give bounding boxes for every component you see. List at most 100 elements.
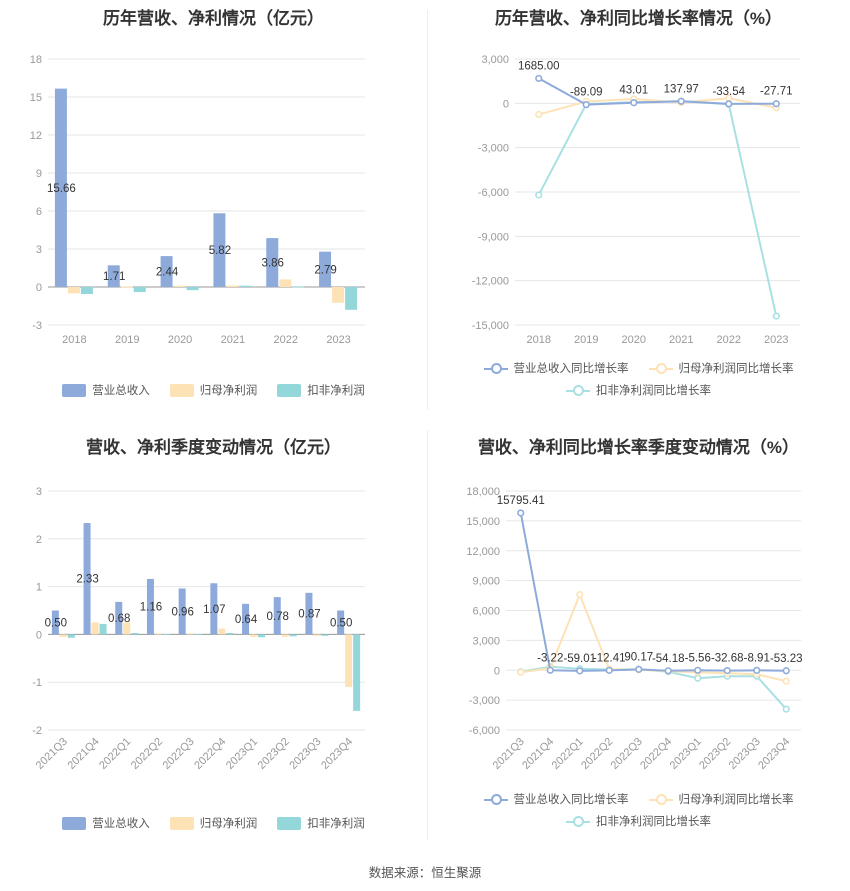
y-tick-label: 2 [36, 534, 42, 546]
data-point [725, 100, 733, 108]
bar [67, 634, 75, 638]
data-point [535, 110, 543, 119]
bar [345, 634, 353, 687]
legend-label: 营业总收入同比增长率 [513, 794, 629, 806]
data-point [753, 666, 761, 674]
bar [186, 633, 194, 635]
x-tick-label: 2018 [527, 334, 551, 346]
data-label: 1.71 [103, 271, 125, 283]
legend-label: 营业总收入 [92, 385, 150, 397]
y-tick-label: 6,000 [472, 606, 500, 618]
legend-item[interactable]: 归母净利润 [169, 815, 258, 831]
legend-swatch [277, 383, 302, 397]
data-point [677, 97, 685, 105]
legend-item[interactable]: 营业总收入 [62, 382, 150, 398]
bar [194, 633, 202, 635]
y-tick-label: 3 [36, 244, 42, 256]
legend-label: 归母净利润同比增长率 [678, 363, 794, 375]
data-point [535, 74, 543, 83]
data-label: 15795.41 [497, 495, 545, 507]
bar [210, 583, 218, 635]
data-point [782, 705, 790, 713]
legend-swatch [62, 383, 87, 397]
bar [279, 279, 292, 287]
data-point [576, 590, 584, 599]
legend-item[interactable]: 归母净利润 [169, 382, 257, 398]
data-label: 43.01 [619, 85, 648, 97]
bar [226, 285, 239, 287]
y-tick-label: -3,000 [469, 695, 500, 707]
data-label: -3.22 [537, 652, 563, 664]
data-label: 3.86 [262, 258, 284, 270]
legend-item[interactable]: 归母净利润同比增长率 [648, 360, 794, 376]
x-tick-label: 2023Q3 [727, 736, 763, 772]
bar [281, 634, 289, 637]
data-label: 90.17 [624, 651, 653, 663]
data-point [576, 667, 584, 675]
legend-item[interactable]: 归母净利润同比增长率 [648, 791, 794, 807]
annual-growth-chart: 3,000 0 -3,000 -6,000 -9,000 -12,000 -15,000 20… [472, 54, 800, 346]
x-tick-label: 2022Q4 [638, 736, 674, 772]
bar [305, 592, 313, 635]
y-tick-label: 3,000 [472, 635, 500, 647]
y-tick-label: -3 [32, 320, 42, 332]
bar [345, 287, 358, 310]
x-tick-label: 2020 [168, 334, 192, 346]
data-label: -8.91 [744, 652, 770, 664]
x-tick-label: 2022Q3 [609, 736, 645, 772]
series-line [538, 77, 777, 106]
legend-item[interactable]: 扣非净利润同比增长率 [566, 382, 711, 398]
annual-growth-panel: 历年营收、净利同比增长率情况（%） 3,000 0 -3,000 -6,000 -9,0… [427, 0, 850, 410]
x-tick-label: 2023Q1 [668, 736, 704, 772]
x-tick-label: 2022Q1 [550, 736, 586, 772]
y-tick-label: -12,000 [472, 276, 509, 288]
data-point [723, 666, 731, 675]
y-tick-label: -9,000 [478, 231, 509, 243]
y-tick-label: 1 [36, 582, 42, 594]
bar [83, 523, 91, 635]
y-tick-label: -2 [32, 725, 42, 737]
x-tick-label: 2023Q1 [224, 736, 260, 772]
x-tick-label: 2022Q4 [192, 736, 228, 772]
data-label: -53.23 [770, 653, 803, 665]
legend-item[interactable]: 营业总收入同比增长率 [483, 791, 629, 807]
y-tick-label: 3,000 [481, 54, 509, 66]
legend-item[interactable]: 扣非净利润 [277, 382, 365, 398]
x-tick-label: 2022 [274, 334, 298, 346]
legend-item[interactable]: 扣非净利润同比增长率 [566, 813, 711, 829]
data-point [582, 101, 590, 109]
bar [213, 213, 226, 287]
bar [242, 603, 250, 635]
bar [123, 622, 131, 635]
quarterly-growth-panel: 营收、净利同比增长率季度变动情况（%） 18,000 15,000 12,000 9,… [427, 425, 850, 850]
bar [115, 601, 123, 635]
y-tick-label: 18 [30, 54, 42, 66]
x-tick-label: 2023Q4 [319, 736, 355, 772]
legend-label: 扣非净利润同比增长率 [596, 816, 711, 828]
quarterly-revenue-profit-chart: 3210-1-22021Q32021Q42022Q12022Q22022Q320… [32, 486, 365, 772]
data-source: 数据来源：恒生聚源 [368, 866, 482, 880]
bar [321, 634, 329, 636]
bar [292, 286, 305, 288]
data-label: -89.09 [570, 87, 603, 99]
x-tick-label: 2021Q3 [491, 736, 527, 772]
legend-label: 归母净利润 [199, 818, 258, 830]
x-tick-label: 2022Q1 [97, 736, 133, 772]
chart-title: 历年营收、净利同比增长率情况（%） [494, 9, 783, 28]
y-tick-label: 18,000 [466, 486, 500, 498]
legend-item[interactable]: 营业总收入同比增长率 [483, 360, 629, 376]
bar [146, 578, 154, 635]
y-tick-label: 12,000 [466, 546, 500, 558]
legend-item[interactable]: 营业总收入 [62, 815, 150, 831]
data-label: 0.64 [235, 614, 258, 626]
legend-item[interactable]: 扣非净利润 [277, 815, 365, 831]
chart-legend: 营业总收入 归母净利润 扣非净利润 [0, 815, 427, 837]
data-label: 2.33 [76, 574, 98, 586]
chart-legend: 营业总收入 归母净利润 扣非净利润 [0, 382, 427, 404]
data-label: 2.44 [156, 267, 179, 279]
bar [319, 251, 332, 287]
data-label: 5.82 [209, 245, 231, 257]
legend-label: 营业总收入同比增长率 [513, 363, 629, 375]
chart-title: 营收、净利同比增长率季度变动情况（%） [477, 438, 800, 457]
bar [266, 238, 279, 287]
